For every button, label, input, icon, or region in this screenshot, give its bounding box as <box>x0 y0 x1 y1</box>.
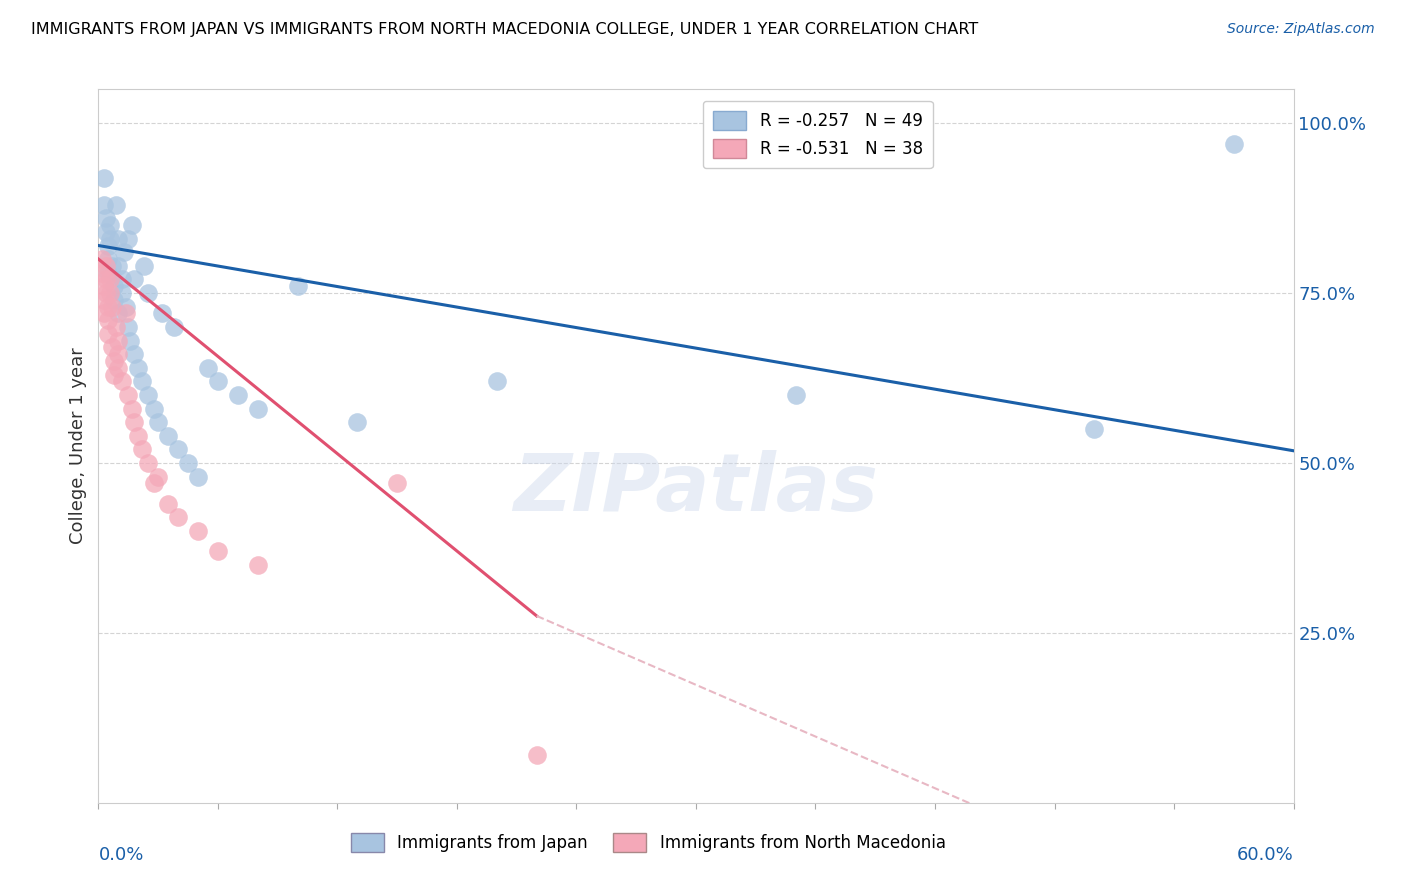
Point <box>107 347 129 361</box>
Point <box>103 354 125 368</box>
Point <box>111 272 134 286</box>
Point <box>107 360 129 375</box>
Text: Source: ZipAtlas.com: Source: ZipAtlas.com <box>1227 22 1375 37</box>
Point <box>111 375 134 389</box>
Point <box>226 388 249 402</box>
Point <box>131 375 153 389</box>
Point <box>150 306 173 320</box>
Point <box>385 476 409 491</box>
Point <box>107 306 129 320</box>
Point <box>93 198 115 212</box>
Point <box>148 415 170 429</box>
Point <box>91 266 114 280</box>
Point <box>167 510 190 524</box>
Point <box>98 218 122 232</box>
Point <box>91 252 114 266</box>
Point <box>96 259 118 273</box>
Y-axis label: College, Under 1 year: College, Under 1 year <box>69 348 87 544</box>
Point <box>101 300 124 314</box>
Point <box>136 286 159 301</box>
Text: 60.0%: 60.0% <box>1237 846 1294 863</box>
Point <box>97 252 120 266</box>
Point <box>157 497 180 511</box>
Point <box>97 238 120 252</box>
Point <box>107 259 129 273</box>
Point <box>117 388 139 402</box>
Text: 0.0%: 0.0% <box>98 846 143 863</box>
Point <box>96 286 118 301</box>
Point <box>97 313 120 327</box>
Point <box>98 272 122 286</box>
Point <box>115 300 138 314</box>
Point <box>287 279 309 293</box>
Point <box>93 170 115 185</box>
Point <box>96 272 118 286</box>
Point <box>96 211 118 226</box>
Point <box>93 293 115 307</box>
Point <box>117 232 139 246</box>
Point <box>197 360 219 375</box>
Point <box>107 232 129 246</box>
Point <box>207 544 229 558</box>
Point <box>103 293 125 307</box>
Point <box>121 401 143 416</box>
Point <box>105 198 128 212</box>
Point <box>103 368 125 382</box>
Point <box>96 225 118 239</box>
Point <box>148 469 170 483</box>
Point <box>124 272 146 286</box>
Point <box>98 286 122 301</box>
Point <box>101 259 124 273</box>
Point <box>101 341 124 355</box>
Point <box>120 334 142 348</box>
Point <box>1083 422 1105 436</box>
Point <box>124 415 146 429</box>
Point <box>167 442 190 457</box>
Point <box>115 306 138 320</box>
Legend: Immigrants from Japan, Immigrants from North Macedonia: Immigrants from Japan, Immigrants from N… <box>344 826 952 859</box>
Point <box>127 360 149 375</box>
Point <box>93 279 115 293</box>
Point <box>526 748 548 763</box>
Point <box>127 429 149 443</box>
Point <box>112 245 135 260</box>
Point <box>111 286 134 301</box>
Point <box>1223 136 1246 151</box>
Point <box>97 266 120 280</box>
Point <box>187 469 209 483</box>
Point <box>207 375 229 389</box>
Point <box>121 218 143 232</box>
Point <box>143 401 166 416</box>
Point <box>97 326 120 341</box>
Point <box>103 279 125 293</box>
Point <box>177 456 200 470</box>
Point <box>98 232 122 246</box>
Point <box>107 334 129 348</box>
Point <box>136 388 159 402</box>
Point <box>187 524 209 538</box>
Point <box>157 429 180 443</box>
Point <box>93 306 115 320</box>
Point <box>163 320 186 334</box>
Point <box>246 558 269 572</box>
Point <box>136 456 159 470</box>
Point <box>346 415 368 429</box>
Point <box>124 347 146 361</box>
Point <box>131 442 153 457</box>
Point <box>143 476 166 491</box>
Point <box>97 300 120 314</box>
Point <box>785 388 807 402</box>
Point <box>485 375 508 389</box>
Point <box>246 401 269 416</box>
Text: IMMIGRANTS FROM JAPAN VS IMMIGRANTS FROM NORTH MACEDONIA COLLEGE, UNDER 1 YEAR C: IMMIGRANTS FROM JAPAN VS IMMIGRANTS FROM… <box>31 22 979 37</box>
Point <box>117 320 139 334</box>
Text: ZIPatlas: ZIPatlas <box>513 450 879 528</box>
Point <box>134 259 156 273</box>
Point <box>105 320 128 334</box>
